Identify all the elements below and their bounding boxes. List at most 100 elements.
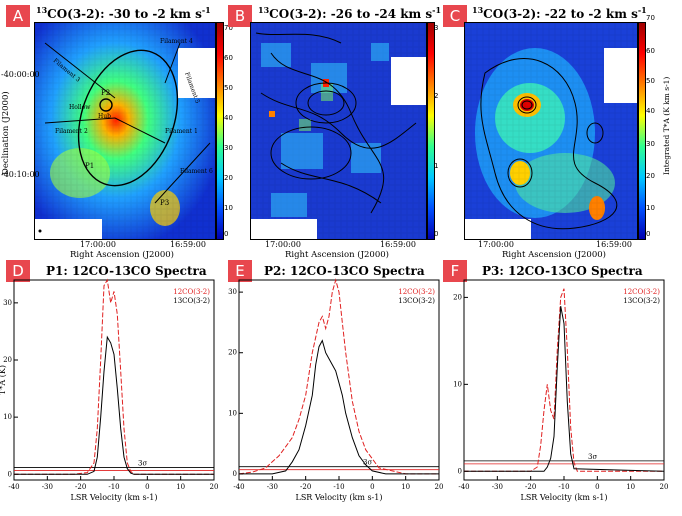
y-tick-label: 30 xyxy=(228,288,237,296)
y-tick-label: 0 xyxy=(8,470,12,478)
cbar-tick: 1 xyxy=(434,162,439,170)
panel-a-map: Filament 3 Filament 2 Filament 1 Filamen… xyxy=(34,22,216,240)
cbar-tick: 10 xyxy=(224,204,233,212)
x-tick-label: -30 xyxy=(492,483,503,491)
panel-e-title: P2: 12CO-13CO Spectra xyxy=(264,264,425,278)
cbar-tick: 20 xyxy=(646,172,655,180)
cbar-tick: 30 xyxy=(646,140,655,148)
panel-d-tag: D xyxy=(6,260,30,282)
series-12co-line xyxy=(464,288,664,472)
panel-a-title: 13CO(3-2): -30 to -2 km s-1 xyxy=(36,5,211,21)
x-tick: 16:59:00 xyxy=(380,240,416,249)
cbar-tick: 0 xyxy=(646,230,651,238)
x-tick-label: -40 xyxy=(233,483,244,491)
legend-13co: 13CO(3-2) xyxy=(173,297,210,305)
x-axis-label: LSR Velocity (km s-1) xyxy=(296,493,383,502)
x-tick-label: 0 xyxy=(370,483,374,491)
filament-4-label: Filament 4 xyxy=(160,38,193,45)
series-12co-line xyxy=(14,278,214,475)
y-tick-label: 10 xyxy=(453,380,462,388)
x-tick-label: 20 xyxy=(435,483,444,491)
spectrum-plot-p2: -40 -30 -20 -10 0 10 20 0 10 20 30 3σ 12CO(3-2)13CO(… xyxy=(228,278,444,502)
cbar-tick: 50 xyxy=(646,77,655,85)
cbar-tick: 70 xyxy=(646,14,655,22)
legend-13co: 13CO(3-2) xyxy=(623,297,660,305)
cbar-tick: 20 xyxy=(224,174,233,182)
y-tick-label: 10 xyxy=(228,409,237,417)
panel-e-tag: E xyxy=(228,260,252,282)
p2-label: P2 xyxy=(101,89,110,97)
y-tick-label: 10 xyxy=(3,413,12,421)
cbar-tick: 2 xyxy=(434,92,439,100)
sigma-label: 3σ xyxy=(363,459,372,467)
cbar-tick: 30 xyxy=(224,144,233,152)
x-tick-label: 20 xyxy=(210,483,219,491)
series-12co-line xyxy=(238,278,439,475)
hub-label: Hub xyxy=(98,113,111,120)
filament-6-label: Filament 6 xyxy=(180,168,213,175)
x-tick-label: -30 xyxy=(267,483,278,491)
legend-12co: 12CO(3-2) xyxy=(173,288,210,296)
x-tick-label: 10 xyxy=(401,483,410,491)
x-tick-label: 0 xyxy=(595,483,599,491)
panel-f-tag: F xyxy=(443,260,467,282)
series-13co-line xyxy=(464,306,665,472)
panel-c-map xyxy=(464,22,638,240)
panel-c-cbar-label: Integrated T*A (K km s-1) xyxy=(662,76,671,175)
cbar-tick: 40 xyxy=(224,114,233,122)
x-tick-label: -30 xyxy=(42,483,53,491)
x-tick-label: -10 xyxy=(558,483,569,491)
panel-d-title: P1: 12CO-13CO Spectra xyxy=(46,264,207,278)
y-tick-label: 20 xyxy=(228,349,237,357)
panel-a-colorbar xyxy=(216,22,224,240)
filament-1-label: Filament 1 xyxy=(165,128,198,135)
y-axis-label: T*A (K) xyxy=(0,365,7,395)
cbar-tick: 3 xyxy=(434,24,439,32)
y-tick-label: 30 xyxy=(3,299,12,307)
plot-frame xyxy=(463,279,665,481)
x-tick: 17:00:00 xyxy=(478,240,514,249)
cbar-tick: 50 xyxy=(224,84,233,92)
cbar-tick: 60 xyxy=(224,54,233,62)
panel-f-title: P3: 12CO-13CO Spectra xyxy=(482,264,643,278)
x-tick-label: 20 xyxy=(660,483,669,491)
sigma-label: 3σ xyxy=(588,453,597,461)
panel-c-tag: C xyxy=(443,5,467,27)
x-tick-label: -40 xyxy=(458,483,469,491)
cbar-tick: 0 xyxy=(224,230,229,238)
panel-c-xlabel: Right Ascension (J2000) xyxy=(502,250,606,260)
x-tick-label: -40 xyxy=(8,483,19,491)
p1-label: P1 xyxy=(85,162,94,170)
x-tick: 17:00:00 xyxy=(265,240,301,249)
cbar-tick: 10 xyxy=(646,204,655,212)
panel-a-ylabel: Declination (J2000) xyxy=(1,91,11,175)
x-tick: 17:00:00 xyxy=(80,240,116,249)
plot-frame xyxy=(13,279,215,481)
y-tick-label: 20 xyxy=(453,293,462,301)
legend-12co: 12CO(3-2) xyxy=(398,288,435,296)
p3-label: P3 xyxy=(160,199,169,207)
spectrum-plot-p3: -40 -30 -20 -10 0 10 20 0 10 20 3σ 12CO(3-2)13CO(3-… xyxy=(453,279,669,502)
panel-b-map xyxy=(250,22,427,240)
y-tick: -40:10:00 xyxy=(1,170,40,179)
panel-c-title: 13CO(3-2): -22 to -2 km s-1 xyxy=(472,5,647,21)
plot-frame xyxy=(238,279,440,481)
panel-c-map-image xyxy=(465,23,637,239)
y-tick-label: 20 xyxy=(3,356,12,364)
panel-b-xlabel: Right Ascension (J2000) xyxy=(285,250,389,260)
x-tick: 16:59:00 xyxy=(596,240,632,249)
sigma-label: 3σ xyxy=(138,459,147,467)
x-tick-label: -10 xyxy=(333,483,344,491)
panel-a-map-image: Filament 3 Filament 2 Filament 1 Filamen… xyxy=(35,23,215,239)
series-13co-line xyxy=(239,339,439,475)
panel-b-title: 13CO(3-2): -26 to -24 km s-1 xyxy=(258,5,442,21)
cbar-tick: 60 xyxy=(646,47,655,55)
x-tick-label: -20 xyxy=(75,483,86,491)
series-13co-line xyxy=(14,335,214,475)
x-axis-label: LSR Velocity (km s-1) xyxy=(521,493,608,502)
panel-b-tag: B xyxy=(228,5,252,27)
y-tick-label: 0 xyxy=(233,470,237,478)
cbar-tick: 70 xyxy=(224,24,233,32)
legend-13co: 13CO(3-2) xyxy=(398,297,435,305)
cbar-tick: 0 xyxy=(434,230,439,238)
